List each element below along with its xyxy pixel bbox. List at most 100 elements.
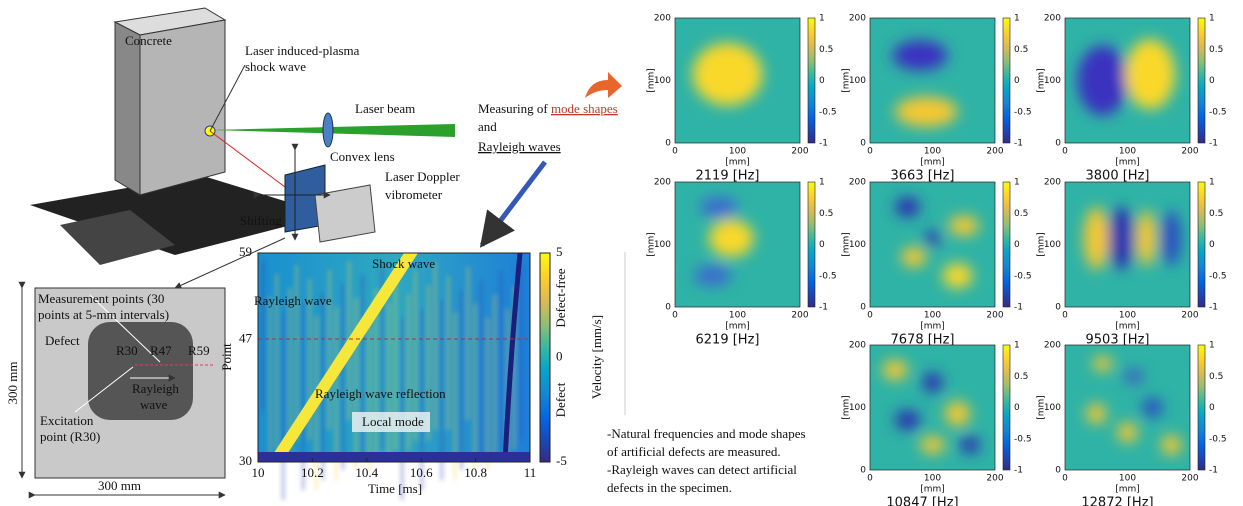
annotation: Defect-free — [553, 268, 568, 327]
x-tick-label: 0 — [1062, 474, 1068, 484]
y-tick-label: 200 — [849, 341, 866, 351]
colorbar-tick-label: -0.5 — [819, 107, 837, 117]
colorbar-tick-label: 0.5 — [819, 209, 833, 219]
label: Laser beam — [355, 101, 415, 116]
y-axis-label: [mm] — [647, 68, 657, 93]
colorbar-tick-label: 0 — [1209, 76, 1215, 86]
y-tick-label: 0 — [1055, 303, 1061, 313]
y-axis-label: [mm] — [1037, 232, 1047, 257]
colorbar-tick-label: 0 — [1014, 240, 1020, 250]
axis-label: Time [ms] — [368, 481, 422, 496]
texture-stripe — [480, 281, 483, 460]
y-tick-label: 200 — [1044, 14, 1061, 24]
colorbar-tick-label: 0.5 — [819, 45, 833, 55]
colorbar-tick-label: 1 — [1209, 341, 1215, 351]
frequency-label: 6219 [Hz] — [696, 333, 760, 348]
x-tick-label: 10.6 — [410, 465, 433, 480]
y-tick-label: 0 — [860, 303, 866, 313]
arrow — [585, 72, 622, 98]
texture-stripe — [341, 284, 344, 470]
x-tick-label: 200 — [1181, 311, 1198, 321]
texture-stripe — [519, 263, 522, 440]
x-tick-label: 100 — [924, 311, 941, 321]
frequency-label: 2119 [Hz] — [696, 169, 760, 184]
colorbar-tick-label: 0 — [1014, 403, 1020, 413]
texture-stripe — [262, 260, 265, 410]
x-axis-label: [mm] — [920, 485, 945, 495]
colorbar — [1003, 182, 1010, 307]
colorbar-tick-label: 1 — [1014, 14, 1020, 24]
mode-blob — [1086, 404, 1106, 424]
colorbar — [1198, 182, 1205, 307]
y-tick-label: 200 — [1044, 178, 1061, 188]
y-tick-label: 200 — [1044, 341, 1061, 351]
mode-blobs — [693, 43, 763, 106]
x-tick-label: 0 — [672, 147, 678, 157]
lens — [323, 113, 333, 147]
texture-stripe — [473, 304, 476, 470]
colorbar-tick-label: -0.5 — [1209, 107, 1227, 117]
y-tick-label: 0 — [1055, 466, 1061, 476]
frequency-label: 10847 [Hz] — [886, 496, 958, 506]
mode-blob — [1143, 398, 1163, 418]
colorbar — [1003, 18, 1010, 143]
label: mode shapes — [551, 101, 618, 116]
colorbar-tick-label: 0 — [1209, 403, 1215, 413]
y-tick-label: 200 — [654, 14, 671, 24]
x-axis-label: [mm] — [920, 158, 945, 168]
x-tick-label: 200 — [791, 147, 808, 157]
note: -Natural frequencies and mode shapes — [607, 426, 806, 441]
label: R30 — [116, 343, 138, 358]
texture-stripe — [387, 303, 390, 460]
texture-stripe — [361, 275, 364, 460]
colorbar-tick-label: 0 — [556, 348, 563, 363]
mode-blob — [1125, 39, 1175, 109]
x-tick-label: 100 — [1119, 311, 1136, 321]
y-axis-label: [mm] — [842, 395, 852, 420]
measuring: Measuring of mode shapes and Rayleigh wa… — [478, 72, 622, 245]
x-tick-label: 0 — [1062, 311, 1068, 321]
ldv-body — [315, 185, 375, 242]
y-tick-label: 0 — [665, 139, 671, 149]
mode-blob — [1161, 435, 1181, 455]
label: wave — [140, 397, 168, 412]
label: 300 mm — [5, 362, 20, 405]
x-axis-label: [mm] — [1115, 485, 1140, 495]
mode-blob — [1136, 211, 1156, 266]
texture-stripe — [447, 276, 450, 430]
y-tick-label: 0 — [1055, 139, 1061, 149]
y-axis-label: [mm] — [842, 68, 852, 93]
label: and — [478, 119, 497, 134]
colorbar-tick-label: 0.5 — [1209, 209, 1223, 219]
colorbar — [540, 253, 550, 462]
x-tick-label: 100 — [729, 311, 746, 321]
x-tick-label: 200 — [986, 147, 1003, 157]
notes: -Natural frequencies and mode shapes of … — [607, 426, 806, 495]
mode-blob — [694, 266, 732, 286]
label: Concrete — [125, 33, 172, 48]
x-tick-label: 100 — [924, 474, 941, 484]
texture-stripe — [486, 318, 489, 470]
mode-blob — [1109, 207, 1134, 270]
texture-stripe — [493, 295, 496, 460]
colorbar-tick-label: 1 — [819, 178, 825, 188]
colorbar-tick-label: -1 — [819, 303, 828, 313]
colorbar-tick-label: -0.5 — [819, 271, 837, 281]
annotation: Rayleigh wave — [254, 293, 332, 308]
mode-tile: 00100100200200[mm][mm]2119 [Hz]10.50-0.5… — [647, 14, 837, 184]
texture-stripe — [354, 298, 357, 470]
label: Measurement points (30 — [38, 291, 164, 306]
mode-blob — [693, 43, 763, 106]
x-tick-label: 200 — [791, 311, 808, 321]
colorbar — [1003, 345, 1010, 470]
label: Laser Doppler — [385, 169, 460, 184]
colorbar-tick-label: -0.5 — [1014, 271, 1032, 281]
axis-label: Velocity [mm/s] — [589, 315, 604, 399]
colorbar-tick-label: -5 — [556, 453, 567, 468]
colorbar-tick-label: 5 — [556, 244, 563, 259]
mode-blob — [1161, 211, 1181, 266]
label: Laser induced-plasma — [245, 43, 360, 58]
